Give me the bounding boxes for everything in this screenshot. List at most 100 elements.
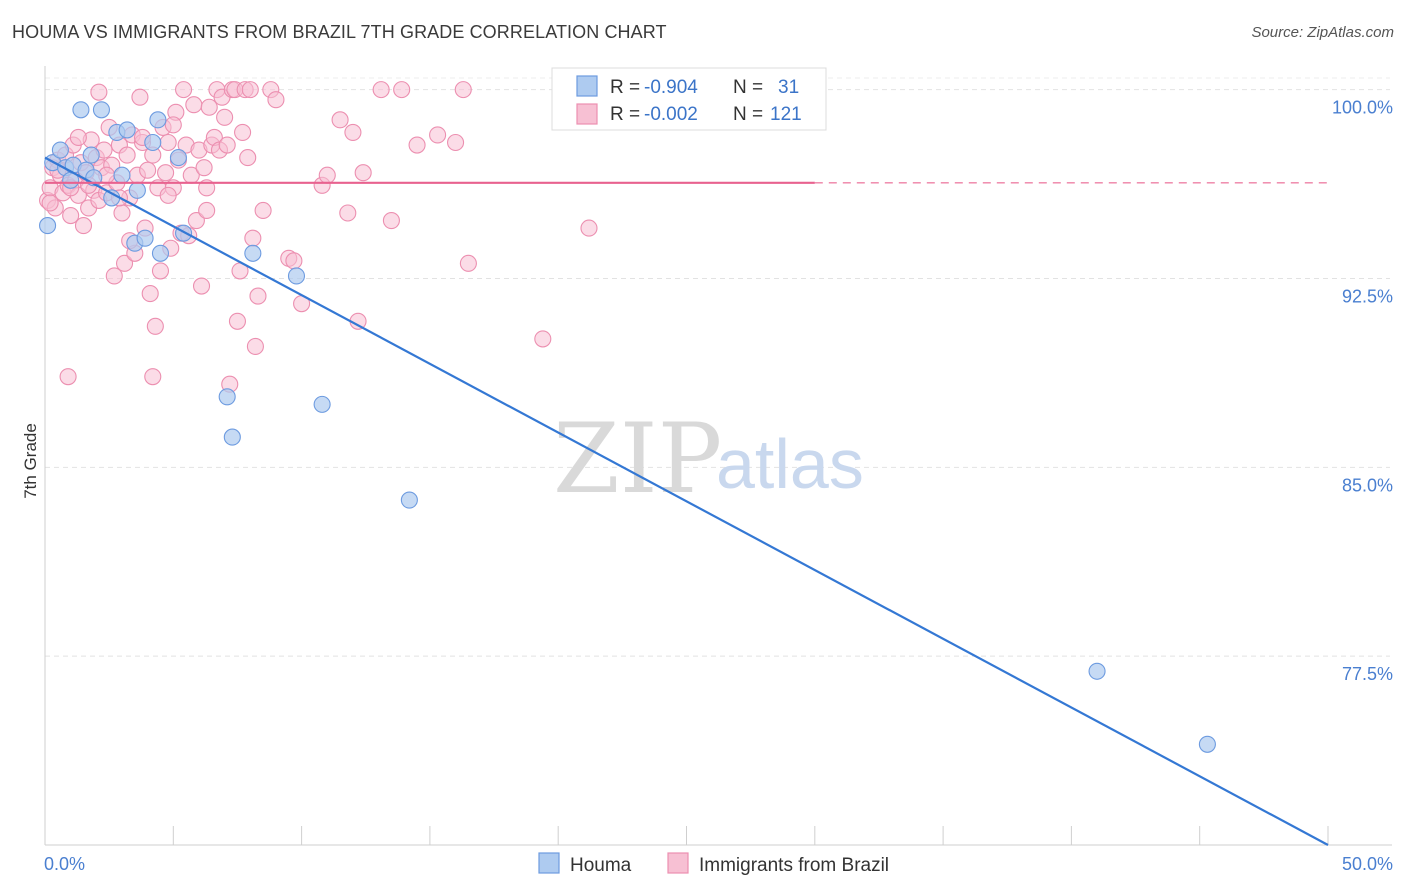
brazil-point: [216, 108, 234, 126]
brazil-point: [239, 149, 257, 167]
houma-point: [92, 101, 111, 119]
brazil-series: [39, 81, 598, 393]
brazil-point: [200, 98, 218, 116]
houma-point: [72, 101, 90, 119]
watermark: ZIP atlas: [553, 403, 864, 515]
legend-box: R = -0.904 N = 31 R = -0.002 N = 121: [551, 67, 827, 131]
brazil-point: [115, 254, 134, 272]
brazil-point: [195, 159, 213, 177]
houma-point: [218, 388, 236, 406]
brazil-point: [90, 83, 108, 101]
brazil-point: [331, 111, 349, 129]
brazil-point: [318, 166, 336, 184]
brazil-point: [580, 219, 598, 237]
houma-point: [287, 267, 306, 285]
brazil-point: [164, 116, 182, 134]
houma-point: [1088, 662, 1106, 680]
houma-series: [39, 101, 1216, 753]
brazil-point: [354, 164, 372, 182]
brazil-point: [185, 96, 203, 114]
legend-swatch-houma: [576, 75, 598, 97]
houma-point: [1198, 735, 1216, 753]
houma-point: [244, 244, 262, 262]
houma-point: [169, 149, 187, 167]
brazil-point: [144, 368, 162, 386]
brazil-point: [459, 254, 477, 272]
brazil-point: [429, 126, 447, 144]
brazil-point: [131, 88, 149, 106]
bottom-legend-houma: Houma: [570, 855, 632, 876]
brazil-point: [59, 368, 77, 386]
x-tick-labels: 0.0% 50.0%: [44, 854, 1393, 874]
brazil-point: [249, 287, 267, 305]
brazil-point: [146, 317, 164, 335]
houma-point: [313, 395, 331, 413]
brazil-point: [74, 217, 93, 235]
brazil-point: [339, 204, 357, 222]
brazil-point: [192, 277, 211, 295]
brazil-point: [187, 212, 205, 230]
brazil-point: [382, 212, 400, 230]
legend-r-value-brazil: -0.002: [644, 104, 698, 125]
watermark-zip: ZIP: [553, 403, 722, 515]
y-axis-label: 7th Grade: [21, 423, 40, 499]
brazil-point: [105, 267, 123, 285]
legend-n-value-houma: 31: [778, 77, 799, 98]
brazil-point: [175, 81, 193, 99]
legend-r-label: R =: [610, 77, 640, 98]
houma-trendline: [44, 156, 1329, 846]
brazil-point: [218, 136, 236, 154]
x-tick-label-max: 50.0%: [1342, 854, 1393, 874]
houma-point: [118, 121, 136, 139]
houma-point: [113, 166, 131, 184]
brazil-point: [198, 201, 216, 220]
legend-n-value-brazil: 121: [770, 104, 802, 125]
trendlines: [44, 156, 1329, 846]
brazil-point: [344, 123, 362, 141]
brazil-point: [151, 262, 170, 280]
brazil-point: [139, 161, 157, 179]
source-label: Source: ZipAtlas.com: [1251, 24, 1394, 41]
brazil-point: [159, 186, 177, 204]
brazil-point: [228, 312, 246, 330]
brazil-point: [285, 252, 303, 270]
brazil-point: [159, 133, 177, 152]
brazil-point: [454, 81, 472, 99]
brazil-point: [157, 164, 175, 182]
brazil-point: [41, 194, 59, 212]
brazil-point: [393, 81, 411, 99]
houma-point: [400, 491, 418, 509]
houma-point: [136, 229, 154, 247]
legend-r-label: R =: [610, 104, 640, 125]
bottom-legend-swatch-brazil: [667, 852, 689, 874]
legend-n-label: N =: [733, 77, 763, 98]
houma-point: [175, 224, 193, 242]
bottom-legend: Houma Immigrants from Brazil: [538, 852, 889, 876]
houma-point: [149, 111, 167, 129]
brazil-point: [69, 128, 87, 147]
y-tick-label: 100.0%: [1332, 98, 1393, 118]
brazil-point: [254, 201, 272, 220]
brazil-point: [234, 123, 252, 141]
brazil-point: [534, 330, 552, 348]
bottom-legend-swatch-houma: [538, 852, 560, 874]
brazil-point: [372, 81, 390, 99]
brazil-point: [447, 133, 465, 152]
houma-point: [223, 428, 241, 446]
brazil-point: [244, 229, 262, 247]
y-tick-labels: 77.5% 85.0% 92.5% 100.0%: [1332, 98, 1393, 685]
legend-swatch-brazil: [576, 103, 598, 125]
legend-r-value-houma: -0.904: [644, 77, 698, 98]
chart-title: HOUMA VS IMMIGRANTS FROM BRAZIL 7TH GRAD…: [12, 22, 667, 42]
bottom-legend-brazil: Immigrants from Brazil: [699, 855, 889, 876]
houma-point: [144, 133, 162, 152]
y-tick-label: 77.5%: [1342, 664, 1393, 684]
y-tick-label: 92.5%: [1342, 286, 1393, 306]
watermark-atlas: atlas: [716, 425, 864, 503]
houma-point: [128, 181, 146, 199]
brazil-point: [241, 81, 259, 99]
brazil-point: [141, 285, 159, 303]
x-tick-label-min: 0.0%: [44, 854, 85, 874]
legend-n-label: N =: [733, 104, 763, 125]
